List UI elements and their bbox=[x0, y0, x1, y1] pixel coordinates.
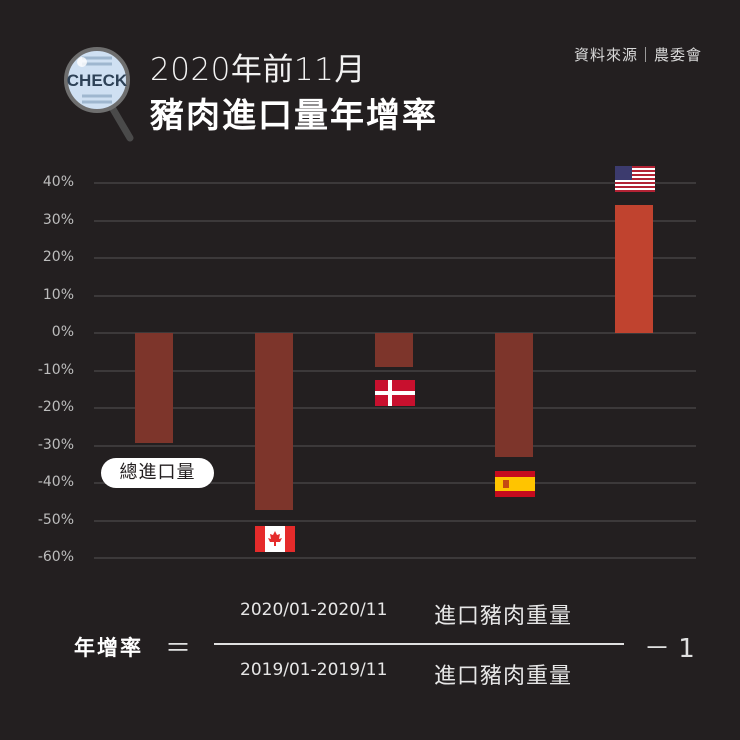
y-tick: -30% bbox=[37, 437, 74, 453]
chart-subtitle: 2020年前11月 bbox=[150, 52, 366, 88]
flag-denmark-icon bbox=[375, 380, 415, 406]
gridline bbox=[94, 220, 696, 222]
check-badge: CHECK bbox=[60, 44, 140, 144]
gridline bbox=[94, 557, 696, 559]
y-tick: 10% bbox=[42, 287, 74, 303]
formula-label: 年增率 bbox=[74, 636, 143, 660]
data-source: 資料來源｜農委會 bbox=[573, 46, 702, 64]
flag-spain-icon bbox=[495, 471, 535, 497]
y-tick: 40% bbox=[42, 174, 74, 190]
gridline bbox=[94, 370, 696, 372]
gridline bbox=[94, 520, 696, 522]
flag-canada-icon bbox=[255, 526, 295, 552]
y-tick: -60% bbox=[37, 549, 74, 565]
y-tick: -20% bbox=[37, 399, 74, 415]
y-tick: -10% bbox=[37, 362, 74, 378]
flag-usa-icon bbox=[615, 166, 655, 192]
bar-denmark bbox=[375, 333, 413, 367]
y-tick: 0% bbox=[51, 324, 74, 340]
gridline bbox=[94, 182, 696, 184]
gridline bbox=[94, 445, 696, 447]
gridline bbox=[94, 482, 696, 484]
bar-total bbox=[135, 333, 173, 443]
magnifier-check-icon: CHECK bbox=[64, 47, 134, 142]
y-tick: -50% bbox=[37, 512, 74, 528]
gridline bbox=[94, 407, 696, 409]
fraction-line bbox=[214, 643, 624, 645]
y-tick: -40% bbox=[37, 474, 74, 490]
numerator-text: 進口豬肉重量 bbox=[434, 604, 573, 629]
category-label-total: 總進口量 bbox=[101, 458, 214, 488]
y-tick: 20% bbox=[42, 249, 74, 265]
numerator-period: 2020/01-2020/11 bbox=[240, 600, 388, 620]
denominator-text: 進口豬肉重量 bbox=[434, 664, 573, 689]
gridline bbox=[94, 295, 696, 297]
bar-spain bbox=[495, 333, 533, 457]
chart-title: 豬肉進口量年增率 bbox=[150, 96, 438, 136]
y-tick: 30% bbox=[42, 212, 74, 228]
gridline bbox=[94, 257, 696, 259]
denominator-period: 2019/01-2019/11 bbox=[240, 660, 388, 680]
formula-equals: ＝ bbox=[165, 634, 192, 664]
formula-minus-one: － 1 bbox=[644, 634, 695, 664]
svg-text:CHECK: CHECK bbox=[67, 71, 128, 90]
bar-canada bbox=[255, 333, 293, 510]
bar-usa bbox=[615, 205, 653, 333]
